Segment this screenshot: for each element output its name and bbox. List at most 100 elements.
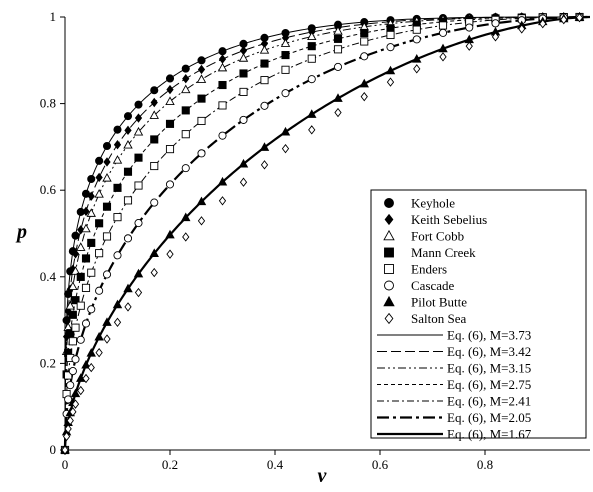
data-point	[95, 286, 104, 295]
data-point	[197, 94, 206, 103]
legend-marker	[383, 229, 395, 241]
data-point	[112, 299, 123, 309]
data-point	[239, 69, 248, 78]
data-point	[133, 268, 144, 278]
data-point	[76, 373, 86, 382]
data-point	[307, 42, 316, 51]
data-point	[112, 155, 123, 164]
legend-entry-label: Fort Cobb	[411, 229, 464, 244]
data-point	[197, 64, 206, 75]
data-point	[281, 51, 290, 60]
data-point	[412, 35, 421, 44]
data-point	[166, 249, 174, 259]
data-point	[438, 21, 448, 30]
data-point	[76, 272, 85, 281]
data-point	[113, 213, 122, 222]
data-point	[86, 208, 96, 217]
data-point	[95, 172, 103, 183]
data-point	[134, 287, 143, 298]
data-point	[65, 300, 75, 310]
data-point	[95, 249, 104, 258]
data-point	[64, 371, 73, 380]
legend-marker	[384, 312, 394, 325]
data-point	[123, 139, 133, 149]
data-point	[238, 158, 249, 168]
data-point	[197, 216, 206, 226]
data-point	[386, 77, 395, 87]
data-point	[360, 37, 369, 46]
data-point	[113, 140, 122, 150]
legend-entry-label: Salton Sea	[411, 311, 466, 326]
data-point	[280, 126, 291, 136]
data-point	[87, 305, 96, 314]
data-point	[259, 45, 270, 54]
data-point	[150, 135, 159, 144]
x-tick-label: 0.2	[162, 457, 178, 472]
data-point	[181, 164, 190, 173]
data-point	[102, 202, 112, 211]
data-point	[197, 116, 206, 126]
data-point	[412, 54, 422, 63]
data-point	[166, 84, 174, 95]
data-point	[217, 176, 228, 186]
data-point	[64, 424, 72, 434]
data-point	[81, 254, 91, 263]
data-point	[123, 196, 133, 205]
data-point	[133, 126, 144, 136]
data-points	[60, 11, 585, 455]
data-point	[87, 238, 96, 247]
data-point	[123, 112, 133, 121]
data-point	[165, 180, 175, 189]
legend-entry-label: Pilot Butte	[411, 295, 467, 310]
data-point	[239, 177, 248, 187]
legend-entry-label: Enders	[411, 262, 447, 277]
legend-box	[370, 189, 587, 439]
data-point	[68, 367, 77, 376]
data-point	[71, 399, 80, 409]
x-tick-label: 0	[62, 457, 69, 472]
data-point	[102, 232, 112, 241]
data-point	[333, 26, 343, 35]
data-point	[134, 219, 143, 228]
data-point	[539, 19, 547, 29]
data-point	[359, 78, 369, 88]
legend-entry-label: Keyhole	[411, 196, 455, 211]
data-point	[76, 242, 86, 251]
data-point	[413, 64, 421, 74]
data-point	[95, 219, 104, 228]
data-point	[281, 65, 290, 74]
data-point	[61, 445, 69, 455]
data-point	[71, 231, 80, 240]
y-tick-label: 0.2	[40, 355, 56, 370]
y-tick-label: 0	[50, 442, 57, 457]
data-point	[123, 283, 133, 293]
data-point	[149, 110, 159, 119]
data-point	[68, 337, 77, 346]
data-point	[124, 125, 132, 136]
data-point	[64, 306, 72, 317]
data-point	[87, 191, 95, 201]
data-point	[113, 125, 122, 134]
data-point	[333, 45, 343, 54]
data-point	[76, 335, 85, 344]
data-point	[70, 266, 81, 275]
legend-marker	[384, 213, 394, 226]
data-point	[62, 316, 71, 325]
data-point	[165, 96, 175, 105]
data-point	[386, 30, 395, 40]
data-point	[150, 97, 158, 108]
data-point	[334, 107, 342, 118]
y-tick-label: 0.6	[40, 182, 57, 197]
data-point	[150, 161, 159, 171]
data-point	[123, 167, 133, 176]
data-point	[196, 74, 207, 83]
data-point	[438, 43, 448, 53]
x-tick-label: 0.8	[477, 457, 493, 472]
data-point	[165, 229, 175, 239]
data-point	[218, 131, 227, 140]
data-point	[68, 281, 78, 291]
data-point	[308, 125, 316, 135]
data-point	[102, 172, 112, 182]
data-point	[197, 56, 206, 65]
